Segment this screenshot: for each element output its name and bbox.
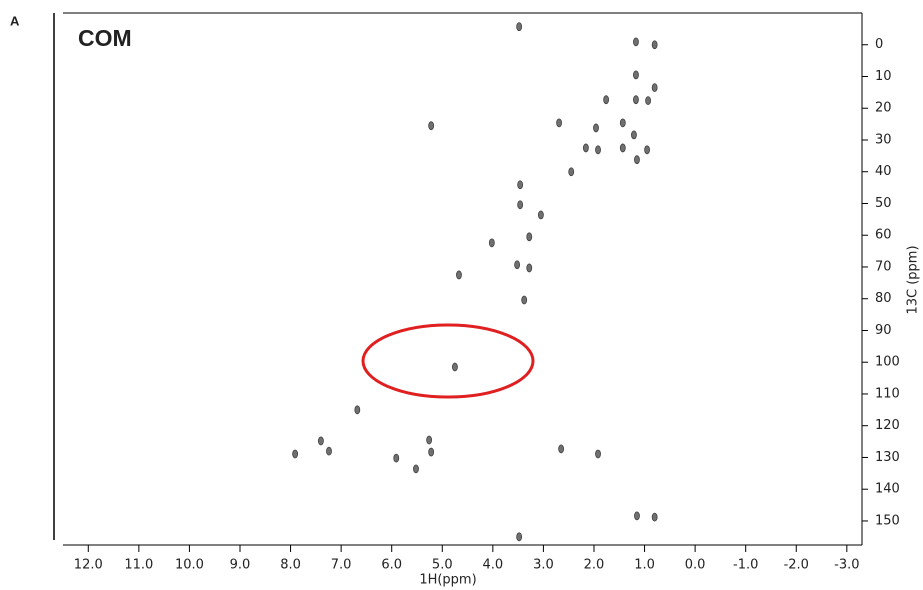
- y-tick-label: 110: [875, 386, 900, 401]
- peak: [292, 449, 299, 459]
- peak: [651, 83, 658, 93]
- peak: [516, 22, 523, 32]
- peak: [651, 512, 658, 522]
- x-tick-label: 12.0: [74, 558, 103, 573]
- x-tick-label: 8.0: [280, 558, 301, 573]
- peak: [517, 180, 524, 190]
- panel-label: A: [10, 13, 20, 28]
- x-tick-label: 9.0: [230, 558, 251, 573]
- peak: [428, 121, 435, 131]
- x-tick-label: 5.0: [432, 558, 453, 573]
- y-tick-label: 80: [875, 291, 892, 306]
- y-tick-label: 30: [875, 132, 892, 147]
- y-tick-label: 60: [875, 228, 892, 243]
- y-axis-label: 13C (ppm): [906, 245, 921, 314]
- peak: [517, 200, 524, 210]
- peak: [645, 96, 651, 106]
- peak: [393, 453, 400, 463]
- peak: [488, 238, 495, 248]
- peak: [516, 532, 523, 542]
- y-tick-label: 70: [875, 259, 892, 274]
- peak: [593, 123, 599, 133]
- x-tick-label: -1.0: [733, 558, 758, 573]
- y-tick-label: 120: [875, 418, 900, 433]
- peak: [634, 511, 640, 521]
- y-tick-label: 100: [875, 355, 900, 370]
- peak: [413, 464, 419, 474]
- peak: [619, 143, 626, 153]
- y-tick-label: 130: [875, 450, 900, 465]
- y-tick-label: 150: [875, 513, 900, 528]
- peak: [514, 260, 521, 270]
- x-tick-label: -3.0: [834, 558, 859, 573]
- peak: [318, 436, 324, 446]
- x-axis-label: 1H(ppm): [419, 573, 476, 588]
- x-tick-label: 2.0: [584, 558, 605, 573]
- peak: [595, 145, 601, 155]
- y-tick-label: 90: [875, 323, 892, 338]
- x-tick-label: 7.0: [331, 558, 352, 573]
- peak: [456, 270, 462, 280]
- peak: [633, 70, 639, 80]
- y-tick-label: 10: [875, 69, 892, 84]
- peak: [634, 155, 640, 165]
- peak: [558, 444, 565, 454]
- x-tick-label: 3.0: [533, 558, 554, 573]
- highlight-ellipse: [361, 323, 535, 399]
- peak: [428, 447, 435, 457]
- peak: [595, 449, 601, 459]
- peak: [582, 143, 589, 153]
- peak: [537, 210, 544, 220]
- y-tick-label: 40: [875, 164, 892, 179]
- y-tick-label: 140: [875, 482, 900, 497]
- peak: [633, 95, 639, 105]
- x-tick-label: 4.0: [482, 558, 503, 573]
- peak: [568, 167, 575, 177]
- peak: [651, 40, 658, 50]
- x-tick-label: -2.0: [784, 558, 809, 573]
- chart-title: COM: [78, 25, 132, 51]
- x-tick-label: 11.0: [124, 558, 153, 573]
- peak: [619, 118, 626, 128]
- peak: [452, 362, 458, 372]
- peak: [426, 435, 433, 445]
- peak: [526, 263, 533, 273]
- x-tick-label: 10.0: [175, 558, 204, 573]
- peak: [326, 446, 332, 456]
- peak: [603, 95, 610, 105]
- x-tick-label: 6.0: [381, 558, 402, 573]
- peak: [354, 405, 361, 415]
- y-tick-label: 0: [875, 37, 883, 52]
- peak: [556, 118, 562, 128]
- peak: [633, 37, 639, 47]
- peak: [644, 145, 650, 155]
- peak: [631, 130, 637, 140]
- peak: [526, 232, 533, 242]
- x-tick-label: 1.0: [634, 558, 655, 573]
- peak: [521, 295, 528, 305]
- x-tick-label: 0.0: [685, 558, 706, 573]
- y-tick-label: 20: [875, 101, 892, 116]
- y-tick-label: 50: [875, 196, 892, 211]
